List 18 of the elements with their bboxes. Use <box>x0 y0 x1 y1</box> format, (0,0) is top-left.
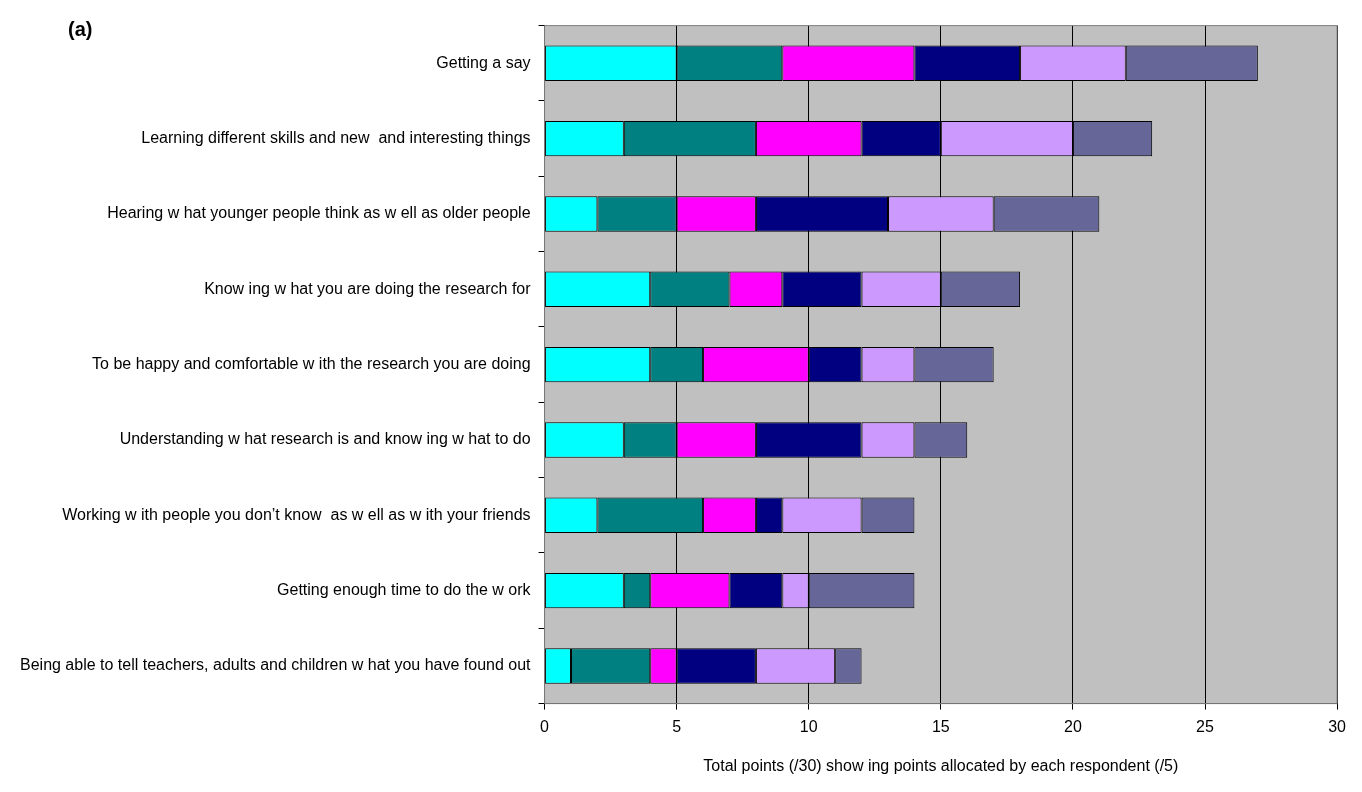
y-tick-label: Hearing w hat younger people think as w ell as older people <box>107 204 531 222</box>
x-axis-title: Total points (/30) show ing points allocated by each respondent (/5) <box>703 756 1179 774</box>
x-tick-label: 10 <box>799 717 818 735</box>
y-tick-label: Learning different skills and new and interesting things <box>141 129 531 147</box>
x-tick-label: 20 <box>1064 717 1082 735</box>
x-tick-label: 5 <box>672 717 682 735</box>
y-tick-label: Getting enough time to do the w ork <box>277 581 532 599</box>
x-tick-label: 25 <box>1196 717 1215 735</box>
y-tick-label: To be happy and comfortable w ith the research you are doing <box>92 355 531 373</box>
text: (a) <box>68 17 93 40</box>
y-tick-label: Working w ith people you don’t know as w ell as w ith your friends <box>62 505 531 523</box>
x-tick-label: 15 <box>931 717 950 735</box>
x-tick-label: 30 <box>1328 717 1347 735</box>
y-tick-label: Know ing w hat you are doing the research for <box>204 279 532 297</box>
y-tick-label: Understanding w hat research is and know ing w hat to do <box>119 430 531 448</box>
y-tick-label: Being able to tell teachers, adults and children w hat you have found out <box>20 656 532 674</box>
y-tick-label: Getting a say <box>436 53 531 71</box>
x-tick-label: 0 <box>540 717 550 735</box>
